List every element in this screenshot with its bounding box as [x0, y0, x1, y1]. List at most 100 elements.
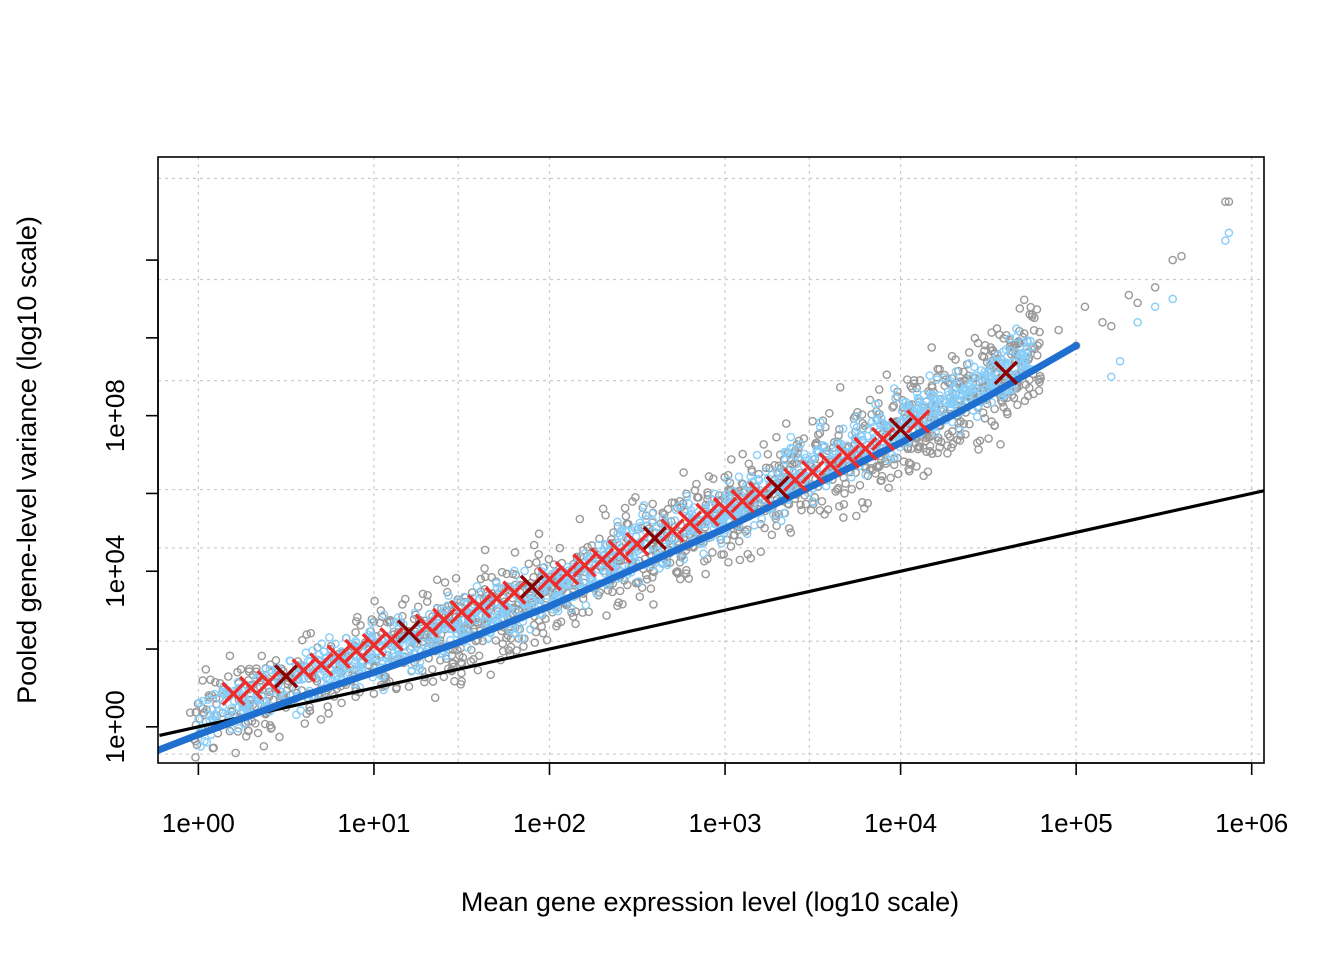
binned-mean-mark — [379, 627, 404, 652]
gene-point — [537, 622, 546, 631]
binned-mean-mark — [554, 560, 580, 586]
gene-point — [480, 545, 490, 555]
grid — [158, 157, 1264, 763]
gene-point — [211, 694, 221, 703]
gene-point — [603, 586, 613, 595]
selected-gene-point — [959, 385, 968, 394]
gene-point — [432, 575, 442, 585]
selected-gene-point — [949, 395, 958, 404]
reference-lines — [158, 342, 1264, 754]
gene-point — [884, 483, 893, 493]
selected-gene-point — [931, 428, 941, 437]
selected-gene-point — [510, 629, 520, 639]
gene-point — [734, 537, 744, 546]
gene-point — [398, 600, 407, 609]
gene-point — [191, 707, 201, 717]
gene-point — [302, 630, 312, 639]
gene-point — [476, 574, 486, 584]
gene-point — [210, 677, 220, 687]
gene-point — [473, 665, 483, 675]
selected-gene-point — [1011, 332, 1021, 342]
gene-point — [808, 416, 817, 426]
selected-gene-point — [321, 654, 331, 663]
gene-point — [998, 398, 1007, 407]
selected-gene-point — [630, 554, 639, 563]
gene-point — [690, 486, 700, 495]
selected-gene-point — [648, 515, 657, 525]
selected-gene-point — [868, 437, 878, 447]
selected-gene-point — [605, 547, 614, 557]
gene-point — [784, 524, 794, 533]
binned-mean-mark — [730, 489, 755, 514]
gene-point — [480, 572, 490, 582]
selected-gene-point — [1005, 333, 1015, 343]
gene-point — [524, 559, 534, 569]
gene-point — [841, 479, 850, 488]
gene-point — [978, 408, 988, 417]
selected-gene-point — [517, 634, 527, 643]
gene-point — [1025, 383, 1034, 393]
selected-gene-point — [742, 529, 752, 539]
binned-mean-mark — [519, 574, 545, 600]
gene-point — [724, 557, 733, 567]
gene-point — [893, 469, 903, 479]
selected-gene-point — [296, 706, 305, 715]
gene-point — [478, 636, 488, 646]
selected-gene-point — [592, 589, 601, 598]
binned-mean-mark — [888, 417, 913, 442]
selected-gene-point — [553, 606, 563, 616]
gene-point — [943, 429, 953, 439]
selected-gene-point — [261, 664, 271, 674]
selected-gene-point — [978, 371, 987, 380]
selected-gene-point — [204, 695, 213, 704]
selected-gene-point — [617, 527, 627, 536]
gene-point — [609, 528, 618, 537]
gene-point — [743, 549, 753, 559]
x-tick-label: 1e+04 — [864, 808, 937, 838]
selected-gene-point — [526, 625, 535, 634]
gene-point — [675, 574, 685, 584]
gene-point — [504, 646, 514, 655]
gene-point — [984, 434, 993, 443]
selected-gene-point — [455, 620, 464, 630]
gene-point — [422, 597, 432, 606]
gene-point — [324, 709, 333, 718]
gene-point — [567, 608, 576, 617]
gene-point — [467, 588, 477, 597]
gene-point — [1133, 298, 1142, 308]
gene-point — [628, 497, 637, 506]
selected-gene-point — [964, 393, 973, 403]
selected-gene-point — [613, 517, 622, 527]
binned-mean-mark — [467, 594, 492, 619]
selected-gene-point — [734, 472, 744, 482]
gene-point — [571, 607, 580, 616]
selected-gene-point — [1106, 372, 1116, 382]
selected-gene-point — [628, 526, 637, 535]
gene-point — [735, 555, 745, 565]
gene-point — [1015, 304, 1025, 313]
gene-point — [1035, 338, 1044, 348]
gene-point — [708, 548, 717, 557]
gene-point — [534, 529, 544, 539]
selected-gene-point — [569, 562, 578, 572]
gene-point — [996, 440, 1005, 449]
selected-gene-point — [317, 639, 327, 649]
gene-point — [964, 348, 974, 357]
selected-gene-point — [994, 368, 1003, 378]
gene-point — [618, 599, 627, 609]
selected-gene-point — [333, 671, 342, 681]
gene-point — [810, 493, 820, 502]
selected-gene-point — [367, 618, 377, 627]
gene-point — [447, 651, 457, 660]
gene-point — [915, 375, 925, 385]
gene-point — [450, 676, 459, 686]
selected-gene-point — [629, 550, 639, 560]
selected-gene-point — [196, 742, 205, 751]
selected-gene-point — [247, 696, 256, 706]
selected-gene-point — [227, 704, 236, 713]
gene-point — [474, 651, 484, 661]
selected-gene-point — [871, 399, 880, 409]
gene-point — [251, 719, 260, 728]
selected-gene-point — [1221, 236, 1230, 245]
gene-point — [428, 665, 437, 674]
